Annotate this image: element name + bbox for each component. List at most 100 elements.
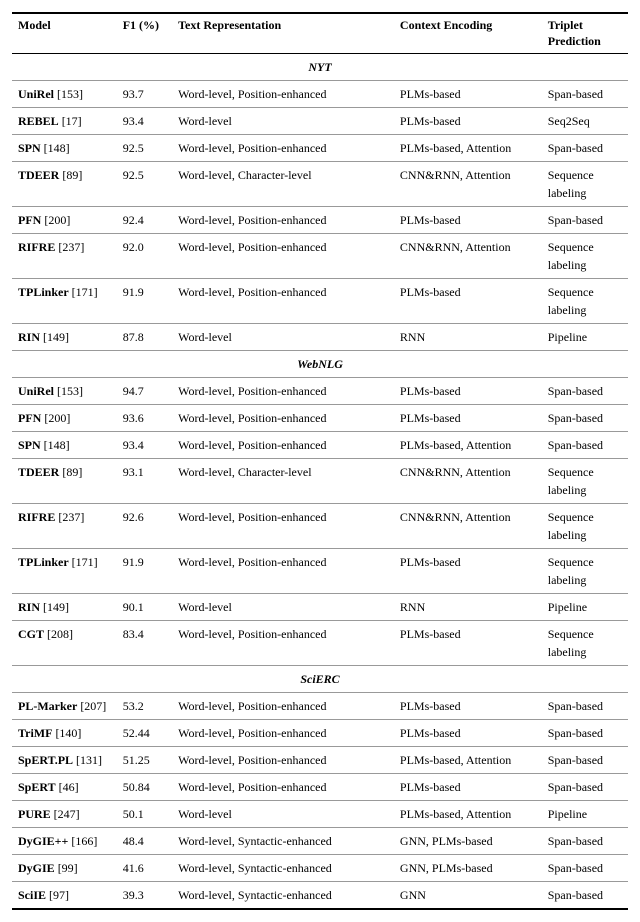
model-name: TPLinker bbox=[18, 555, 69, 569]
model-name: SPN bbox=[18, 438, 41, 452]
table-row: TPLinker [171]91.9Word-level, Position-e… bbox=[12, 279, 628, 324]
textrep-cell: Word-level, Position-enhanced bbox=[172, 774, 394, 801]
table-row: UniRel [153]94.7Word-level, Position-enh… bbox=[12, 378, 628, 405]
f1-cell: 51.25 bbox=[117, 747, 172, 774]
f1-cell: 92.5 bbox=[117, 162, 172, 207]
triplet-cell: Seq2Seq bbox=[542, 108, 628, 135]
triplet-cell: Sequence labeling bbox=[542, 279, 628, 324]
triplet-cell: Pipeline bbox=[542, 594, 628, 621]
f1-cell: 90.1 bbox=[117, 594, 172, 621]
context-cell: CNN&RNN, Attention bbox=[394, 234, 542, 279]
triplet-cell: Span-based bbox=[542, 405, 628, 432]
model-name: PL-Marker bbox=[18, 699, 77, 713]
header-textrep: Text Representation bbox=[172, 13, 394, 54]
textrep-cell: Word-level, Position-enhanced bbox=[172, 378, 394, 405]
model-ref: [171] bbox=[72, 285, 98, 299]
context-cell: CNN&RNN, Attention bbox=[394, 162, 542, 207]
textrep-cell: Word-level, Character-level bbox=[172, 459, 394, 504]
f1-cell: 93.6 bbox=[117, 405, 172, 432]
model-name: PURE bbox=[18, 807, 51, 821]
section-name: NYT bbox=[12, 54, 628, 81]
textrep-cell: Word-level, Position-enhanced bbox=[172, 720, 394, 747]
model-ref: [207] bbox=[80, 699, 106, 713]
context-cell: PLMs-based, Attention bbox=[394, 135, 542, 162]
triplet-cell: Sequence labeling bbox=[542, 162, 628, 207]
model-name: SPN bbox=[18, 141, 41, 155]
triplet-cell: Pipeline bbox=[542, 324, 628, 351]
textrep-cell: Word-level bbox=[172, 324, 394, 351]
triplet-cell: Sequence labeling bbox=[542, 234, 628, 279]
f1-cell: 41.6 bbox=[117, 855, 172, 882]
model-cell: DyGIE++ [166] bbox=[12, 828, 117, 855]
model-name: DyGIE++ bbox=[18, 834, 68, 848]
model-ref: [17] bbox=[62, 114, 82, 128]
model-cell: RIN [149] bbox=[12, 324, 117, 351]
triplet-cell: Sequence labeling bbox=[542, 549, 628, 594]
section-name: SciERC bbox=[12, 666, 628, 693]
context-cell: CNN&RNN, Attention bbox=[394, 504, 542, 549]
model-ref: [148] bbox=[44, 141, 70, 155]
f1-cell: 92.5 bbox=[117, 135, 172, 162]
model-name: PFN bbox=[18, 411, 41, 425]
table-row: RIN [149]87.8Word-levelRNNPipeline bbox=[12, 324, 628, 351]
table-row: TriMF [140]52.44Word-level, Position-enh… bbox=[12, 720, 628, 747]
model-cell: TriMF [140] bbox=[12, 720, 117, 747]
context-cell: PLMs-based bbox=[394, 549, 542, 594]
model-name: UniRel bbox=[18, 384, 54, 398]
triplet-cell: Span-based bbox=[542, 720, 628, 747]
header-context: Context Encoding bbox=[394, 13, 542, 54]
model-ref: [200] bbox=[44, 411, 70, 425]
textrep-cell: Word-level, Position-enhanced bbox=[172, 747, 394, 774]
table-row: RIFRE [237]92.6Word-level, Position-enha… bbox=[12, 504, 628, 549]
textrep-cell: Word-level, Syntactic-enhanced bbox=[172, 882, 394, 910]
table-row: CGT [208]83.4Word-level, Position-enhanc… bbox=[12, 621, 628, 666]
model-cell: TDEER [89] bbox=[12, 459, 117, 504]
model-name: TriMF bbox=[18, 726, 52, 740]
model-name: SpERT.PL bbox=[18, 753, 73, 767]
table-row: SPN [148]93.4Word-level, Position-enhanc… bbox=[12, 432, 628, 459]
triplet-cell: Pipeline bbox=[542, 801, 628, 828]
table-row: REBEL [17]93.4Word-levelPLMs-basedSeq2Se… bbox=[12, 108, 628, 135]
model-cell: TPLinker [171] bbox=[12, 279, 117, 324]
f1-cell: 93.1 bbox=[117, 459, 172, 504]
table-row: RIFRE [237]92.0Word-level, Position-enha… bbox=[12, 234, 628, 279]
f1-cell: 93.4 bbox=[117, 432, 172, 459]
textrep-cell: Word-level, Position-enhanced bbox=[172, 279, 394, 324]
context-cell: PLMs-based bbox=[394, 108, 542, 135]
table-row: PL-Marker [207]53.2Word-level, Position-… bbox=[12, 693, 628, 720]
f1-cell: 50.1 bbox=[117, 801, 172, 828]
table-row: RIN [149]90.1Word-levelRNNPipeline bbox=[12, 594, 628, 621]
context-cell: PLMs-based bbox=[394, 405, 542, 432]
table-row: SPN [148]92.5Word-level, Position-enhanc… bbox=[12, 135, 628, 162]
model-cell: SpERT.PL [131] bbox=[12, 747, 117, 774]
context-cell: GNN, PLMs-based bbox=[394, 828, 542, 855]
textrep-cell: Word-level, Character-level bbox=[172, 162, 394, 207]
model-name: TPLinker bbox=[18, 285, 69, 299]
textrep-cell: Word-level bbox=[172, 108, 394, 135]
model-cell: TPLinker [171] bbox=[12, 549, 117, 594]
triplet-cell: Sequence labeling bbox=[542, 504, 628, 549]
f1-cell: 93.4 bbox=[117, 108, 172, 135]
header-row: Model F1 (%) Text Representation Context… bbox=[12, 13, 628, 54]
model-ref: [200] bbox=[44, 213, 70, 227]
section-header: WebNLG bbox=[12, 351, 628, 378]
model-ref: [237] bbox=[58, 510, 84, 524]
table-row: TDEER [89]92.5Word-level, Character-leve… bbox=[12, 162, 628, 207]
model-ref: [140] bbox=[55, 726, 81, 740]
f1-cell: 48.4 bbox=[117, 828, 172, 855]
model-cell: RIFRE [237] bbox=[12, 234, 117, 279]
model-name: CGT bbox=[18, 627, 44, 641]
table-body: NYTUniRel [153]93.7Word-level, Position-… bbox=[12, 54, 628, 910]
model-cell: PL-Marker [207] bbox=[12, 693, 117, 720]
triplet-cell: Span-based bbox=[542, 774, 628, 801]
model-ref: [237] bbox=[58, 240, 84, 254]
model-cell: SPN [148] bbox=[12, 432, 117, 459]
context-cell: PLMs-based bbox=[394, 693, 542, 720]
section-header: SciERC bbox=[12, 666, 628, 693]
textrep-cell: Word-level, Syntactic-enhanced bbox=[172, 855, 394, 882]
context-cell: PLMs-based bbox=[394, 774, 542, 801]
f1-cell: 50.84 bbox=[117, 774, 172, 801]
context-cell: PLMs-based bbox=[394, 378, 542, 405]
f1-cell: 92.4 bbox=[117, 207, 172, 234]
triplet-cell: Span-based bbox=[542, 432, 628, 459]
